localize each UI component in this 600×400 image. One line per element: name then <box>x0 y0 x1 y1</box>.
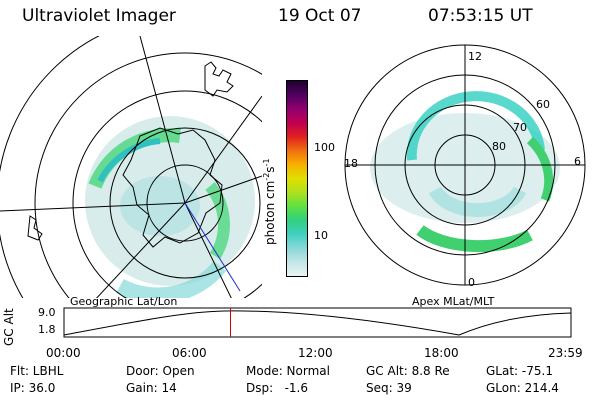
lat-label-60: 60 <box>536 98 550 111</box>
status-glon: GLon: 214.4 <box>486 381 559 395</box>
geographic-grid <box>0 36 262 298</box>
geographic-map <box>0 36 262 298</box>
timeline-xtick-1200: 12:00 <box>298 346 333 360</box>
timeline-xtick-0600: 06:00 <box>172 346 207 360</box>
timeline-xtick-0000: 00:00 <box>46 346 81 360</box>
mlt-label-12: 12 <box>468 50 482 63</box>
timeline-ytick-bottom: 1.8 <box>38 323 56 336</box>
timeline-axis-label: GC Alt <box>2 308 16 346</box>
mlt-label-18: 18 <box>344 157 358 170</box>
timeline-xtick-2359: 23:59 <box>548 346 583 360</box>
colorbar <box>286 80 308 277</box>
timeline-xtick-1800: 18:00 <box>424 346 459 360</box>
status-door: Door: Open <box>126 364 195 378</box>
apex-caption: Apex MLat/MLT <box>412 295 495 308</box>
observation-time: 07:53:15 UT <box>428 6 533 26</box>
observation-date: 19 Oct 07 <box>278 6 362 26</box>
status-sequence: Seq: 39 <box>366 381 412 395</box>
mlt-label-0: 0 <box>468 276 475 289</box>
status-gain: Gain: 14 <box>126 381 177 395</box>
instrument-title: Ultraviolet Imager <box>22 6 176 26</box>
apex-polar-map: 12 6 0 18 60 70 80 <box>344 44 586 289</box>
colorbar-tick-100: 100 <box>314 141 335 154</box>
status-filter: Flt: LBHL <box>10 364 64 378</box>
status-ip: IP: 36.0 <box>10 381 56 395</box>
terminator-line <box>184 202 241 292</box>
orbit-altitude-plot <box>63 307 572 338</box>
mlt-label-6: 6 <box>574 155 581 168</box>
aurora-emission-left <box>85 116 255 298</box>
lat-label-70: 70 <box>513 121 527 134</box>
geographic-caption: Geographic Lat/Lon <box>70 295 178 308</box>
status-dsp: Dsp: -1.6 <box>246 381 309 395</box>
status-mode: Mode: Normal <box>246 364 330 378</box>
polar-grid <box>344 44 586 286</box>
timeline-ytick-top: 9.0 <box>38 306 56 319</box>
lat-label-80: 80 <box>492 140 506 153</box>
colorbar-tick-10: 10 <box>314 229 328 242</box>
colorbar-unit-label: photon cm-2s-1 <box>262 158 277 245</box>
coastline-outline <box>27 61 234 248</box>
status-glat: GLat: -75.1 <box>486 364 553 378</box>
status-gc-altitude: GC Alt: 8.8 Re <box>366 364 450 378</box>
